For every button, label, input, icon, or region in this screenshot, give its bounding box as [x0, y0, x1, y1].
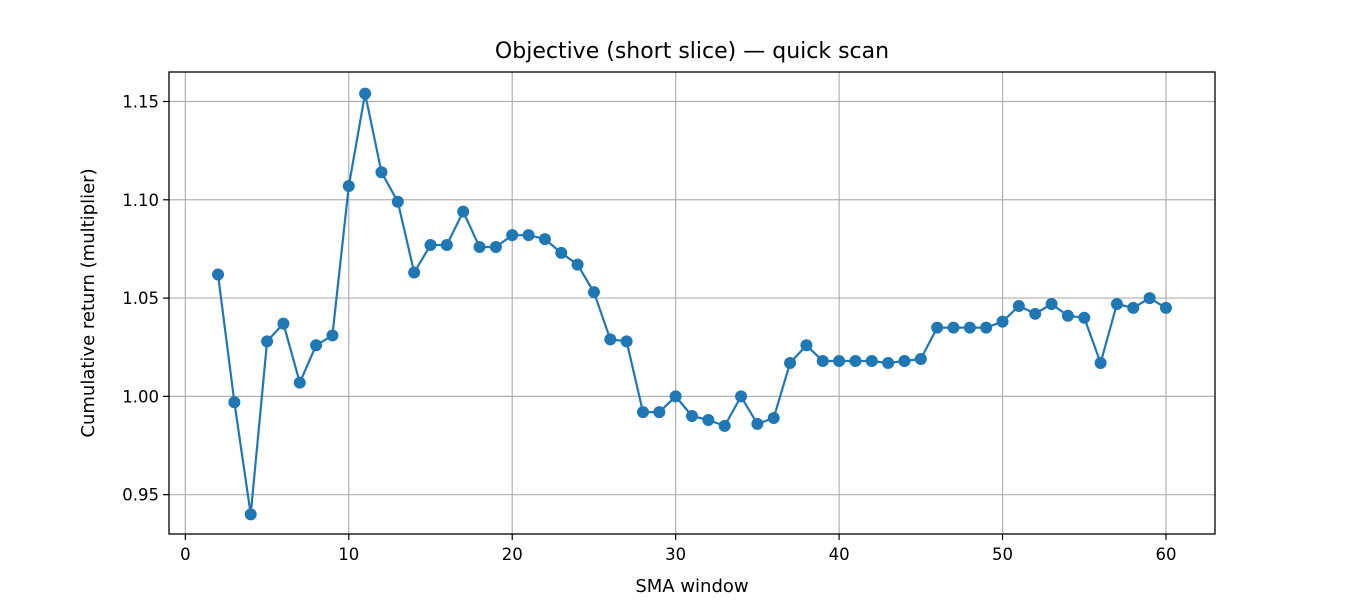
data-point: [326, 329, 339, 342]
data-point: [636, 406, 649, 419]
data-point: [735, 390, 748, 403]
y-tick-label: 1.05: [122, 289, 159, 308]
data-point: [767, 412, 780, 425]
x-tick-label: 20: [502, 545, 523, 564]
data-point: [1127, 301, 1140, 314]
data-point: [293, 376, 306, 389]
data-point: [653, 406, 666, 419]
y-tick-label: 1.00: [122, 387, 159, 406]
data-point: [457, 205, 470, 218]
x-axis-label: SMA window: [635, 576, 748, 597]
data-point: [800, 339, 813, 352]
data-point: [408, 266, 421, 279]
data-point: [947, 321, 960, 334]
data-point: [359, 87, 372, 100]
data-point: [244, 508, 257, 521]
data-point: [522, 229, 535, 242]
data-point: [375, 166, 388, 179]
data-point: [277, 317, 290, 330]
y-tick-label: 0.95: [122, 486, 159, 505]
x-tick-label: 0: [180, 545, 191, 564]
data-point: [702, 413, 715, 426]
data-point: [489, 240, 502, 253]
data-point: [931, 321, 944, 334]
data-point: [1159, 301, 1172, 314]
data-point: [555, 246, 568, 259]
data-point: [963, 321, 976, 334]
data-point: [865, 354, 878, 367]
data-point: [1061, 309, 1074, 322]
data-point: [816, 354, 829, 367]
chart-title: Objective (short slice) — quick scan: [495, 39, 889, 64]
data-point: [898, 354, 911, 367]
data-point: [571, 258, 584, 271]
data-point: [718, 419, 731, 432]
data-point: [914, 353, 927, 366]
data-point: [440, 239, 453, 252]
data-point: [261, 335, 274, 348]
data-point: [833, 354, 846, 367]
x-tick-label: 40: [829, 545, 850, 564]
data-point: [686, 410, 698, 423]
y-axis-label: Cumulative return (multiplier): [78, 168, 99, 437]
data-point: [538, 233, 551, 246]
data-point: [669, 390, 682, 403]
data-point: [212, 268, 225, 281]
y-tick-label: 1.10: [122, 191, 159, 210]
data-point: [980, 321, 993, 334]
data-series: [212, 87, 1172, 521]
data-point: [784, 356, 797, 369]
data-point: [1143, 292, 1156, 305]
data-point: [620, 335, 633, 348]
data-point: [587, 286, 600, 299]
axis-ticks: 0 10 20 30 40 50 60 0.95 1.00 1.05 1.10 1.15: [122, 92, 1176, 564]
data-point: [1094, 356, 1107, 369]
data-point: [228, 396, 241, 409]
data-point: [506, 229, 519, 242]
data-point: [1012, 299, 1025, 312]
data-point: [424, 239, 437, 252]
data-point: [1110, 297, 1123, 310]
data-point: [473, 240, 486, 253]
data-point: [849, 354, 862, 367]
x-tick-label: 10: [338, 545, 359, 564]
data-point: [391, 195, 404, 208]
grid: [169, 72, 1215, 534]
data-point: [1078, 311, 1091, 324]
y-tick-label: 1.15: [122, 92, 159, 111]
data-point: [310, 339, 323, 352]
plot-frame: [168, 71, 1216, 535]
data-point: [751, 417, 764, 430]
data-point: [342, 180, 355, 193]
data-point: [882, 356, 895, 369]
x-tick-label: 60: [1155, 545, 1176, 564]
data-point: [1045, 297, 1058, 310]
data-point: [1029, 307, 1042, 320]
data-point: [996, 315, 1009, 328]
x-tick-label: 30: [665, 545, 686, 564]
x-tick-label: 50: [992, 545, 1013, 564]
data-point: [604, 333, 617, 346]
